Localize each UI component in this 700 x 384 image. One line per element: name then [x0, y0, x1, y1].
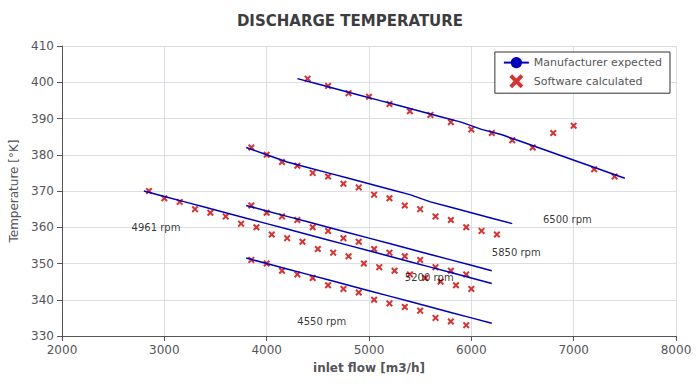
- svg-text:8000: 8000: [661, 343, 692, 357]
- svg-text:Manufacturer expected: Manufacturer expected: [534, 56, 662, 69]
- svg-text:4550 rpm: 4550 rpm: [297, 316, 346, 327]
- svg-text:7000: 7000: [558, 343, 589, 357]
- svg-text:Temperature [°K]: Temperature [°K]: [7, 139, 21, 243]
- svg-text:380: 380: [31, 148, 54, 162]
- svg-text:inlet flow [m3/h]: inlet flow [m3/h]: [313, 361, 425, 375]
- svg-text:6000: 6000: [456, 343, 487, 357]
- svg-text:DISCHARGE TEMPERATURE: DISCHARGE TEMPERATURE: [237, 12, 463, 30]
- svg-text:4961 rpm: 4961 rpm: [132, 222, 181, 233]
- svg-text:5000: 5000: [354, 343, 385, 357]
- svg-text:5850 rpm: 5850 rpm: [492, 247, 541, 258]
- svg-text:6500 rpm: 6500 rpm: [543, 214, 592, 225]
- svg-text:350: 350: [31, 257, 54, 271]
- svg-text:Software calculated: Software calculated: [534, 75, 643, 88]
- svg-text:340: 340: [31, 293, 54, 307]
- svg-text:370: 370: [31, 184, 54, 198]
- svg-text:360: 360: [31, 220, 54, 234]
- svg-text:390: 390: [31, 112, 54, 126]
- svg-text:410: 410: [31, 39, 54, 53]
- svg-text:4000: 4000: [251, 343, 282, 357]
- svg-text:5200 rpm: 5200 rpm: [405, 272, 454, 283]
- svg-text:400: 400: [31, 75, 54, 89]
- svg-text:330: 330: [31, 329, 54, 343]
- svg-text:2000: 2000: [47, 343, 78, 357]
- svg-text:3000: 3000: [149, 343, 180, 357]
